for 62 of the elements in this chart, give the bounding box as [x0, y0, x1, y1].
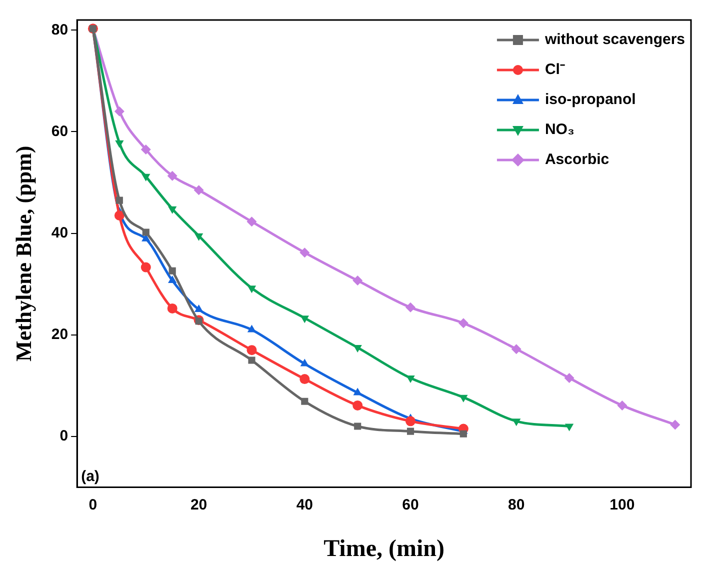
point — [168, 206, 177, 214]
point — [142, 228, 150, 236]
point — [116, 196, 123, 204]
x-tick-label: 0 — [88, 496, 98, 514]
point — [511, 344, 522, 354]
legend-label: Ascorbic — [544, 151, 610, 168]
point — [406, 376, 415, 384]
point — [168, 267, 176, 274]
point — [459, 394, 468, 402]
x-tick-label: 40 — [296, 496, 313, 514]
point — [115, 140, 124, 148]
point — [406, 428, 414, 435]
point — [142, 174, 150, 182]
x-tick-label: 60 — [402, 496, 419, 514]
point — [247, 286, 256, 294]
point — [564, 373, 574, 384]
point — [300, 358, 309, 366]
point — [167, 170, 178, 181]
annotation: (a) — [81, 468, 100, 485]
legend-label: NO₃ — [544, 121, 574, 138]
legend-label: iso-propanol — [544, 91, 636, 108]
point — [406, 416, 416, 426]
x-axis-title: Time, (min) — [324, 536, 444, 562]
point — [246, 345, 257, 356]
point — [354, 422, 362, 430]
point — [352, 400, 363, 410]
y-axis-title: Methylene Blue, (ppm) — [10, 146, 36, 362]
y-tick-label: 20 — [51, 326, 68, 343]
point — [114, 106, 124, 116]
point — [300, 316, 309, 324]
point — [114, 210, 124, 221]
point — [617, 400, 628, 410]
point — [168, 276, 177, 284]
x-tick-label: 100 — [610, 496, 635, 514]
point — [406, 302, 416, 312]
x-tick-label: 20 — [190, 496, 208, 514]
point — [167, 303, 178, 314]
legend-label: Cl⁻ — [544, 61, 565, 78]
point — [194, 233, 204, 241]
y-tick-label: 60 — [51, 122, 68, 140]
point — [300, 374, 310, 384]
y-tick-label: 0 — [60, 428, 68, 445]
point — [512, 418, 521, 426]
point — [353, 388, 362, 396]
point — [140, 144, 151, 154]
point — [352, 276, 363, 286]
point — [353, 345, 362, 353]
point — [248, 356, 256, 364]
point — [300, 248, 310, 258]
point — [670, 420, 680, 430]
x-tick-label: 80 — [508, 496, 525, 514]
point — [140, 262, 151, 272]
point — [458, 318, 468, 328]
point — [195, 318, 202, 325]
y-tick-label: 80 — [51, 21, 68, 38]
point — [246, 216, 257, 227]
legend-label: without scavengers — [544, 31, 686, 48]
point — [460, 430, 467, 438]
point — [301, 398, 308, 405]
point — [564, 424, 574, 432]
point — [194, 185, 204, 196]
y-tick-label: 40 — [51, 224, 68, 242]
